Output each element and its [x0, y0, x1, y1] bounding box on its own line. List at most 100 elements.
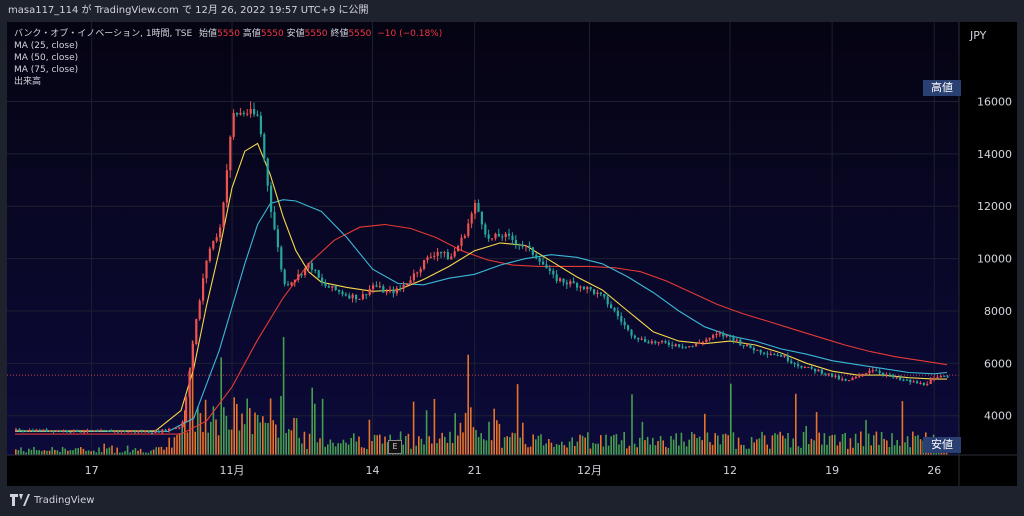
- volume-bar: [454, 413, 456, 455]
- currency-label[interactable]: JPY: [970, 29, 987, 42]
- volume-bar: [418, 436, 420, 455]
- candle-body: [654, 341, 657, 344]
- volume-bar: [594, 443, 597, 455]
- volume-bar: [836, 445, 839, 455]
- price-tick-label: 16000: [977, 95, 1012, 108]
- legend-low-label: 安値: [286, 29, 305, 39]
- volume-bar: [597, 443, 599, 455]
- candle-body: [399, 288, 402, 290]
- volume-bar: [155, 447, 157, 455]
- candle-body: [773, 354, 776, 356]
- volume-bar: [220, 357, 222, 455]
- candle-body: [899, 377, 902, 380]
- volume-bar: [191, 340, 194, 455]
- price-chart[interactable]: 4000 6000 8000 10000 12000 14000 16000 17 11月 14…: [7, 22, 1017, 486]
- volume-bar: [683, 441, 685, 455]
- legend-ma25[interactable]: MA (25, close): [14, 41, 79, 51]
- volume-bar: [691, 432, 693, 455]
- candle-body: [477, 202, 480, 212]
- volume-bar: [823, 433, 826, 455]
- volume-bar: [160, 446, 163, 455]
- volume-bar: [693, 434, 696, 455]
- candle-body: [501, 236, 504, 238]
- volume-bar: [571, 437, 573, 455]
- candle-body: [168, 428, 171, 432]
- volume-bar: [563, 445, 566, 455]
- candle-body: [423, 260, 426, 269]
- volume-bar: [337, 443, 339, 455]
- volume-bar: [217, 435, 220, 455]
- candle-body: [290, 282, 293, 285]
- volume-bar: [345, 442, 347, 455]
- candle-body: [613, 307, 616, 311]
- candle-body: [66, 430, 69, 432]
- candle-body: [837, 375, 840, 380]
- candle-body: [327, 286, 330, 288]
- candle-body: [623, 321, 626, 326]
- candle-body: [123, 431, 126, 433]
- legend-volume[interactable]: 出来高: [14, 77, 42, 87]
- attribution-bar: masa117_114 が TradingView.com で 12月 26, …: [0, 0, 1024, 22]
- candle-body: [535, 254, 538, 259]
- candle-body: [171, 428, 174, 430]
- chart-legend: バンク・オブ・イノベーション, 1時間, TSE 始値5550 高値5550 安…: [14, 28, 442, 88]
- volume-bar: [542, 445, 545, 455]
- volume-bar: [116, 447, 118, 455]
- candle-body: [310, 263, 313, 270]
- candle-body: [69, 431, 72, 433]
- candle-body: [865, 373, 868, 375]
- candle-body: [756, 349, 759, 351]
- legend-ma75[interactable]: MA (75, close): [14, 65, 79, 75]
- candle-body: [338, 289, 341, 292]
- volume-bar: [639, 437, 641, 455]
- time-tick-label: 12月: [577, 464, 602, 477]
- legend-ma50[interactable]: MA (50, close): [14, 53, 79, 63]
- volume-bar: [506, 436, 508, 455]
- candle-body: [181, 421, 184, 428]
- volume-bar: [901, 401, 904, 455]
- volume-bar: [631, 394, 633, 455]
- volume-bar: [779, 431, 781, 455]
- chart-frame[interactable]: 4000 6000 8000 10000 12000 14000 16000 17 11月 14…: [7, 22, 1017, 486]
- volume-bar: [176, 434, 178, 455]
- volume-bar: [917, 435, 919, 455]
- volume-bar: [797, 446, 800, 455]
- volume-bar: [737, 437, 740, 455]
- candle-body: [52, 430, 55, 432]
- candle-body: [820, 369, 823, 374]
- volume-bar: [529, 446, 532, 455]
- volume-bar: [285, 432, 287, 455]
- candle-body: [470, 213, 473, 224]
- volume-bar: [509, 437, 511, 455]
- volume-bar: [522, 422, 524, 455]
- earnings-marker[interactable]: E: [388, 440, 402, 454]
- time-tick-label: 21: [468, 464, 482, 477]
- volume-bar: [256, 414, 259, 455]
- volume-bar: [808, 444, 810, 455]
- volume-bar: [74, 448, 77, 455]
- candle-body: [885, 374, 888, 376]
- candle-body: [749, 344, 752, 348]
- candle-body: [497, 233, 500, 237]
- candle-body: [249, 108, 252, 114]
- candle-body: [943, 375, 946, 377]
- candle-body: [93, 430, 96, 432]
- volume-bar: [124, 451, 126, 455]
- candle-body: [21, 430, 24, 432]
- candle-body: [569, 281, 572, 285]
- volume-bar: [706, 432, 709, 455]
- volume-bar: [67, 450, 69, 455]
- volume-bar: [225, 415, 228, 455]
- candle-body: [678, 344, 681, 347]
- candle-body: [769, 354, 772, 356]
- volume-bar: [537, 435, 540, 455]
- volume-bar: [119, 452, 121, 455]
- tradingview-logo[interactable]: TradingView: [10, 494, 94, 506]
- candle-body: [912, 381, 915, 383]
- volume-bar: [891, 433, 893, 455]
- volume-bar: [810, 438, 813, 455]
- candle-body: [409, 280, 412, 284]
- volume-bar: [670, 435, 672, 455]
- volume-bar: [875, 431, 878, 455]
- candle-body: [797, 364, 800, 366]
